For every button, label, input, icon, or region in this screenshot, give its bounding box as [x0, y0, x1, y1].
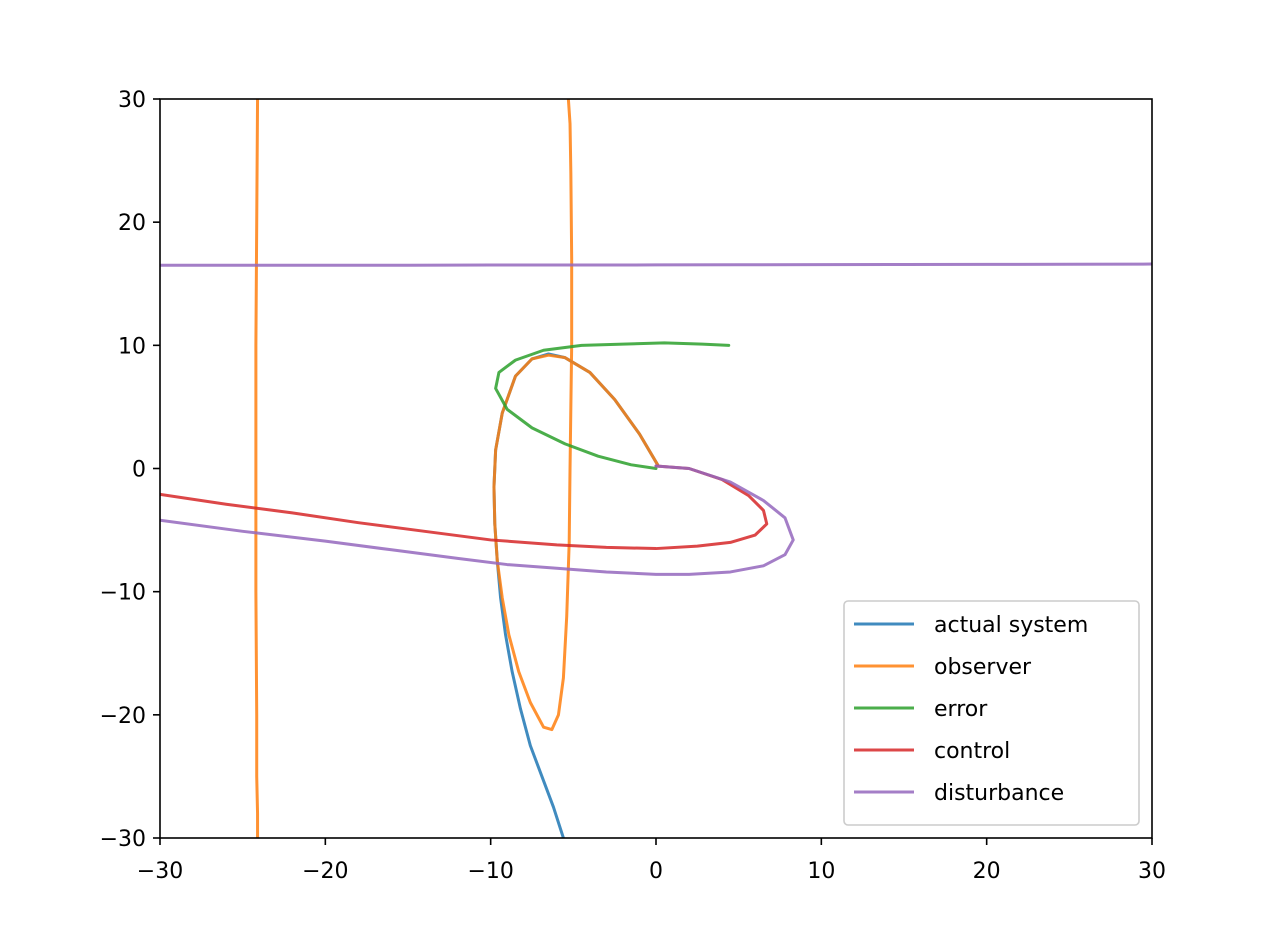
x-tick-label: 30: [1138, 859, 1166, 884]
x-axis: −30 −20 −10 0 10 20 30: [137, 838, 1166, 884]
y-tick-label: 30: [118, 88, 146, 113]
legend-label-control: control: [934, 739, 1010, 764]
legend-label-actual-system: actual system: [934, 613, 1088, 638]
y-axis: −30 −20 −10 0 10 20 30: [100, 88, 160, 852]
x-tick-label: 20: [973, 859, 1001, 884]
legend-label-disturbance: disturbance: [934, 781, 1064, 806]
legend-box: [843, 600, 1140, 826]
x-tick-label: −30: [137, 859, 183, 884]
y-tick-label: 0: [132, 458, 146, 483]
x-tick-label: −20: [302, 859, 348, 884]
x-tick-label: −10: [467, 859, 513, 884]
y-tick-label: −30: [100, 827, 146, 852]
y-tick-label: −10: [100, 581, 146, 606]
series-line-error: [494, 341, 731, 470]
series-layer: [160, 99, 1152, 838]
legend: actual system observer error control disturb…: [843, 600, 1140, 826]
y-tick-label: 10: [118, 334, 146, 359]
legend-label-error: error: [934, 697, 988, 722]
series-line-control: [160, 464, 769, 551]
y-tick-label: 20: [118, 211, 146, 236]
series-line-disturbance: [160, 262, 1152, 576]
x-tick-label: 10: [807, 859, 835, 884]
series-line-observer: [254, 99, 660, 838]
legend-label-observer: observer: [934, 655, 1032, 680]
y-tick-label: −20: [100, 704, 146, 729]
x-tick-label: 0: [649, 859, 663, 884]
